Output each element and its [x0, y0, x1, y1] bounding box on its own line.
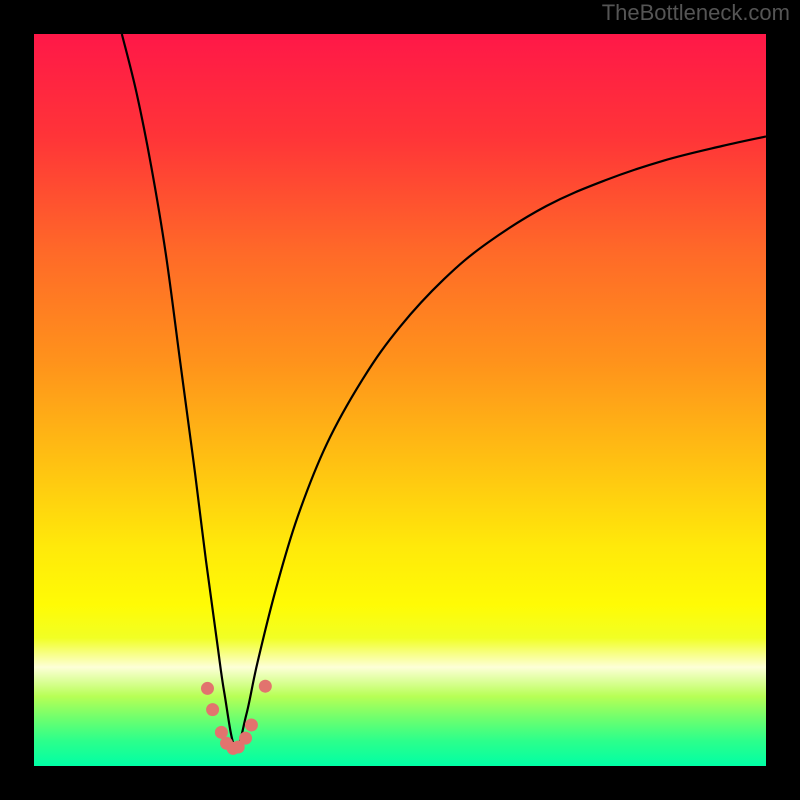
marker-dot	[259, 680, 272, 693]
marker-dot	[206, 703, 219, 716]
marker-dot	[239, 732, 252, 745]
marker-dot	[245, 719, 258, 732]
chart-svg	[0, 0, 800, 800]
chart-root: TheBottleneck.com	[0, 0, 800, 800]
marker-dot	[201, 682, 214, 695]
watermark-text: TheBottleneck.com	[602, 0, 790, 26]
plot-background	[34, 34, 766, 766]
